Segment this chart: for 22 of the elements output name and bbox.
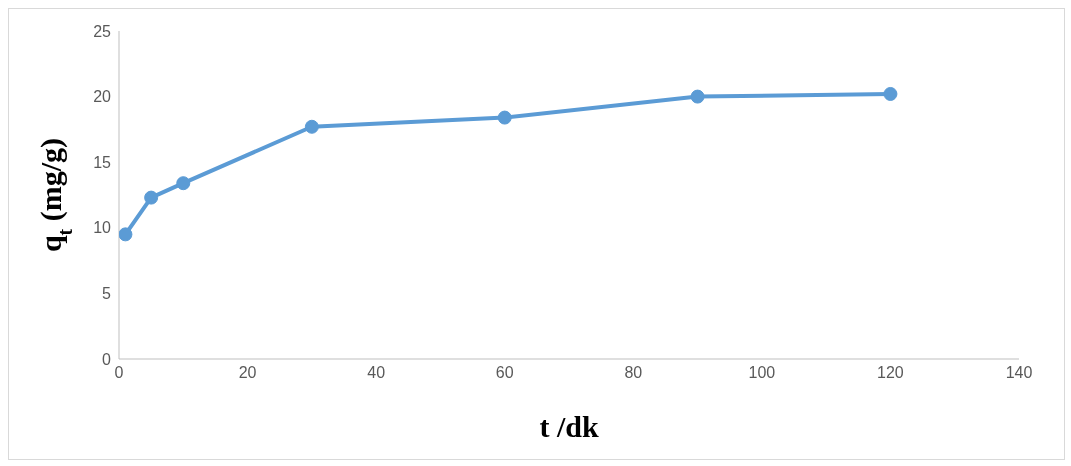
x-axis-title: t /dk xyxy=(539,410,599,443)
y-tick-label: 20 xyxy=(93,88,112,106)
x-tick-label: 80 xyxy=(624,364,643,382)
x-tick-label: 20 xyxy=(238,364,257,382)
point xyxy=(883,86,898,101)
point xyxy=(119,227,133,242)
point xyxy=(176,176,191,191)
x-tick-label: 60 xyxy=(495,364,514,382)
x-tick-label: 140 xyxy=(1005,364,1033,382)
y-tick-label: 5 xyxy=(102,285,112,303)
x-tick-label: 120 xyxy=(877,364,904,382)
y-tick-label: 15 xyxy=(93,153,112,171)
x-tick-label: 0 xyxy=(114,364,124,382)
y-tick-label: 10 xyxy=(93,219,112,237)
point xyxy=(690,89,705,104)
point xyxy=(144,190,159,205)
point xyxy=(497,110,512,125)
y-tick-label: 25 xyxy=(93,22,112,40)
x-tick-label: 40 xyxy=(367,364,386,382)
y-tick-label: 0 xyxy=(102,350,112,368)
point xyxy=(304,119,319,134)
x-tick-label: 100 xyxy=(748,364,776,382)
